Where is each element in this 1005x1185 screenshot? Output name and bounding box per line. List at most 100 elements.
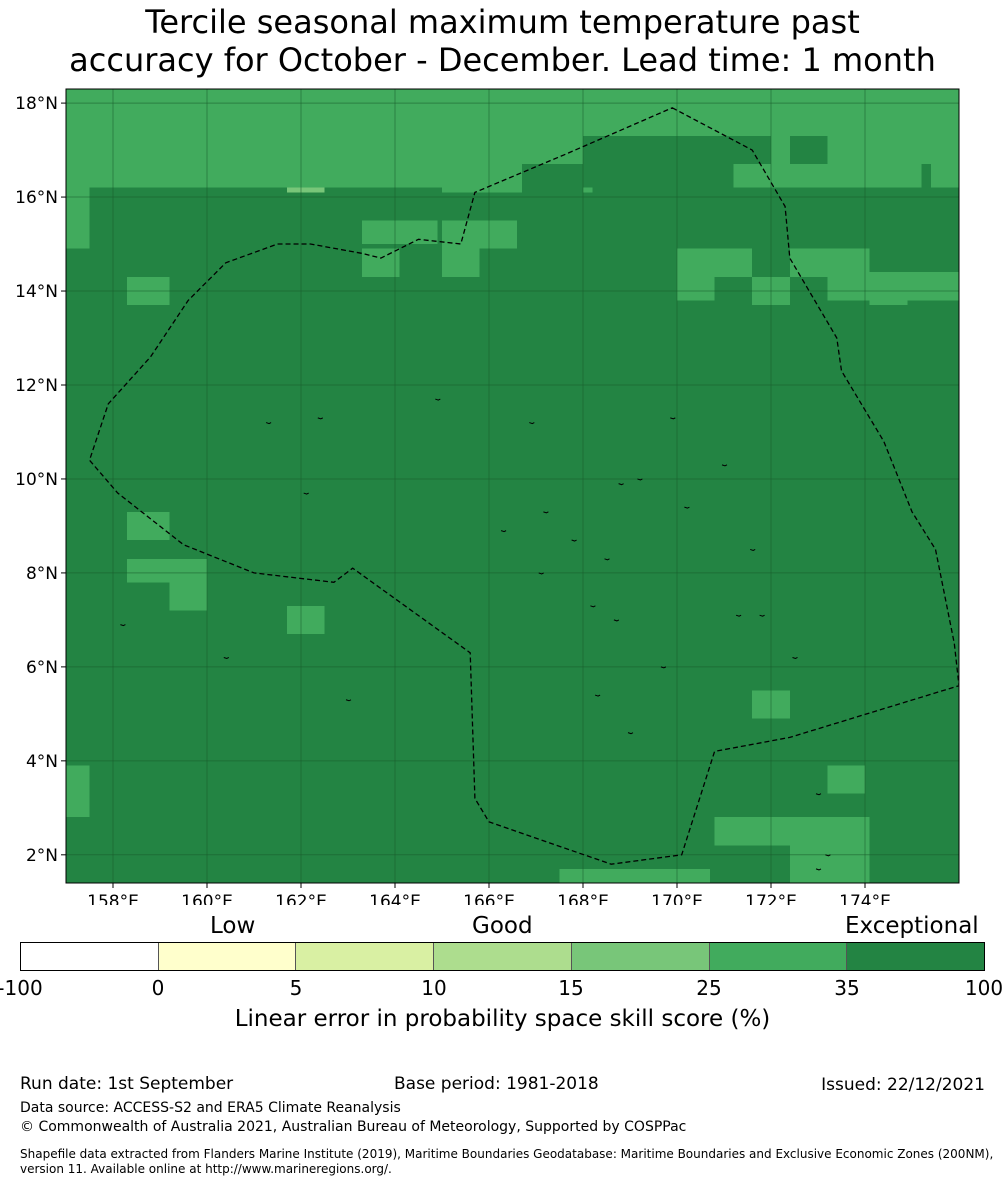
island-coastline xyxy=(792,657,798,660)
skill-background xyxy=(66,89,959,883)
colorbar-axis-label: Linear error in probability space skill … xyxy=(234,1006,771,1032)
colorbar-swatch xyxy=(571,943,710,970)
island-coastline xyxy=(815,793,822,796)
lat-tick-label: 16°N xyxy=(15,188,58,208)
skill-cell xyxy=(442,220,518,249)
colorbar-swatch xyxy=(709,943,848,970)
data-source: Data source: ACCESS-S2 and ERA5 Climate … xyxy=(20,1100,401,1116)
skill-cell xyxy=(658,135,734,216)
shapefile-credit-line-1: Shapefile data extracted from Flanders M… xyxy=(20,1147,994,1161)
colorbar-swatch xyxy=(158,943,297,970)
skill-cell xyxy=(127,558,170,583)
island-coastline xyxy=(670,417,676,420)
lat-tick-label: 14°N xyxy=(15,282,58,302)
colorbar-swatch xyxy=(847,943,985,970)
lon-tick-label: 158°E xyxy=(87,892,139,905)
island-coastline xyxy=(759,614,765,617)
eez-boundary-layer xyxy=(88,107,959,865)
colorbar-tick: 0 xyxy=(151,976,165,1000)
eez-boundary-line xyxy=(88,107,959,865)
colorbar-category-good: Good xyxy=(472,913,533,939)
colorbar-tick: 25 xyxy=(696,976,722,1000)
island-coastline xyxy=(345,699,352,702)
skill-cell xyxy=(169,558,207,611)
island-coastline xyxy=(538,572,544,575)
lat-tick-label: 18°N xyxy=(15,94,58,114)
colorbar-category-low: Low xyxy=(210,913,256,939)
colorbar-tick: 15 xyxy=(558,976,584,1000)
island-coastline xyxy=(571,539,577,542)
colorbar xyxy=(20,942,985,971)
skill-cell xyxy=(66,89,90,221)
skill-cell xyxy=(789,135,828,165)
island-coastline xyxy=(825,854,831,857)
skill-score-map: 18°N 16°N 14°N 12°N 10°N 8°N 6°N 4°N 2°N 158°E 160… xyxy=(15,88,960,905)
skill-cell xyxy=(127,511,170,541)
island-coastline xyxy=(627,732,634,735)
skill-cell xyxy=(521,164,583,193)
lon-tick-label: 170°E xyxy=(651,892,703,905)
skill-cell xyxy=(789,840,870,883)
island-coastline xyxy=(618,483,624,486)
skill-grid-layer xyxy=(66,89,959,883)
colorbar-swatch xyxy=(21,943,159,970)
lat-tick-label: 6°N xyxy=(26,658,58,678)
island-coastline xyxy=(500,530,507,533)
colorbar-swatch xyxy=(434,943,572,970)
colorbar-category-exceptional: Exceptional xyxy=(845,913,979,939)
skill-cell xyxy=(583,135,659,188)
skill-cell xyxy=(286,605,325,634)
run-date: Run date: 1st September xyxy=(20,1074,234,1094)
island-coastline xyxy=(265,422,272,425)
coastline-layer xyxy=(120,398,831,871)
copyright-notice: © Commonwealth of Australia 2021, Austra… xyxy=(20,1119,687,1135)
skill-cell xyxy=(362,248,400,277)
island-coastline xyxy=(750,548,756,551)
lat-tick-label: 10°N xyxy=(15,470,58,490)
island-coastline xyxy=(684,506,690,509)
lon-tick-label: 166°E xyxy=(463,892,515,905)
issued-date: Issued: 22/12/2021 xyxy=(821,1075,985,1095)
colorbar-tick: 35 xyxy=(834,976,860,1000)
island-coastline xyxy=(543,511,549,514)
colorbar-swatch xyxy=(296,943,435,970)
lon-tick-label: 174°E xyxy=(839,892,891,905)
skill-cell xyxy=(559,868,710,883)
base-period: Base period: 1981-2018 xyxy=(394,1074,599,1094)
colorbar-tick: 100 xyxy=(964,976,1004,1000)
skill-cell xyxy=(442,248,480,277)
skill-cell xyxy=(677,272,715,301)
island-coastline xyxy=(590,605,596,608)
lat-tick-label: 8°N xyxy=(26,564,58,584)
skill-cell xyxy=(362,220,438,245)
island-coastline xyxy=(303,492,309,495)
island-coastline xyxy=(317,417,324,420)
lat-tick-label: 12°N xyxy=(15,376,58,396)
lon-tick-label: 164°E xyxy=(369,892,421,905)
axis-ticks-layer: 18°N 16°N 14°N 12°N 10°N 8°N 6°N 4°N 2°N 158°E 160… xyxy=(15,94,891,905)
lat-tick-label: 4°N xyxy=(26,752,58,772)
island-coastline xyxy=(223,657,230,660)
graticule-layer xyxy=(66,89,959,883)
island-coastline xyxy=(604,558,610,561)
island-coastline xyxy=(637,478,643,481)
lon-tick-label: 162°E xyxy=(275,892,327,905)
island-coastline xyxy=(529,422,535,425)
map-title-line-1: Tercile seasonal maximum temperature pas… xyxy=(145,3,860,41)
island-coastline xyxy=(660,666,667,669)
island-coastline xyxy=(594,694,601,697)
skill-cell xyxy=(714,817,870,846)
skill-cell xyxy=(66,765,90,818)
lat-tick-label: 2°N xyxy=(26,846,58,866)
island-coastline xyxy=(120,624,126,627)
colorbar-tick: 10 xyxy=(421,976,447,1000)
lon-tick-label: 172°E xyxy=(745,892,797,905)
skill-cell xyxy=(827,765,865,794)
map-title-line-2: accuracy for October - December. Lead ti… xyxy=(69,41,936,79)
island-coastline xyxy=(815,868,822,871)
island-coastline xyxy=(735,614,742,617)
lon-tick-label: 160°E xyxy=(181,892,233,905)
skill-cell xyxy=(66,220,90,249)
map-frame xyxy=(65,88,960,884)
island-coastline xyxy=(435,398,441,401)
